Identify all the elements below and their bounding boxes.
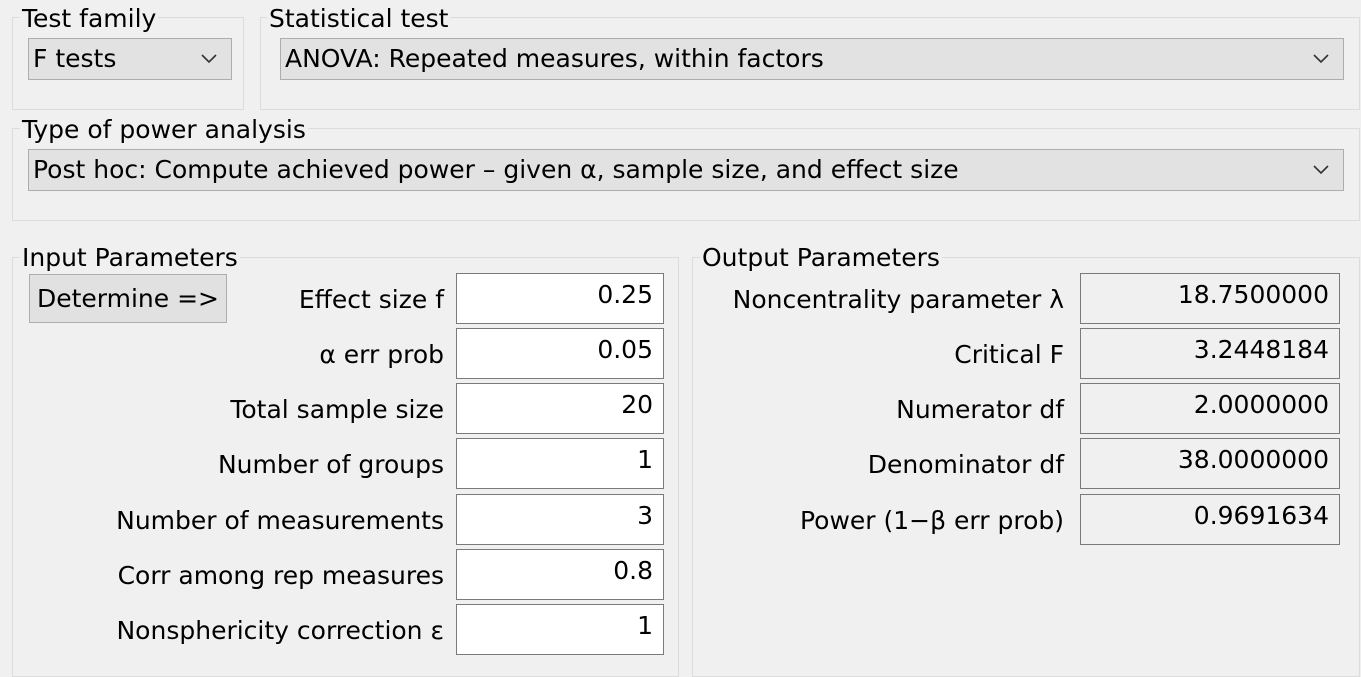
power-analysis-label: Type of power analysis (20, 115, 308, 145)
nonsphericity-correction-label: Nonsphericity correction ε (116, 616, 444, 645)
numerator-df-label: Numerator df (896, 395, 1064, 424)
corr-rep-measures-label: Corr among rep measures (117, 561, 444, 590)
power-value: 0.9691634 (1080, 494, 1340, 545)
test-family-label: Test family (20, 4, 159, 34)
power-analysis-value: Post hoc: Compute achieved power – given… (33, 155, 959, 184)
alpha-err-prob-input[interactable]: 0.05 (456, 328, 664, 379)
statistical-test-group (260, 17, 1360, 110)
corr-rep-measures-input[interactable]: 0.8 (456, 549, 664, 600)
noncentrality-parameter-label: Noncentrality parameter λ (732, 285, 1064, 314)
nonsphericity-correction-input[interactable]: 1 (456, 604, 664, 655)
determine-button[interactable]: Determine => (29, 274, 227, 323)
critical-f-value: 3.2448184 (1080, 328, 1340, 379)
total-sample-size-label: Total sample size (230, 395, 444, 424)
number-of-groups-input[interactable]: 1 (456, 438, 664, 489)
alpha-err-prob-label: α err prob (319, 340, 444, 369)
input-parameters-label: Input Parameters (20, 243, 240, 273)
chevron-down-icon (1313, 54, 1329, 64)
effect-size-input[interactable]: 0.25 (456, 273, 664, 324)
power-analysis-select[interactable]: Post hoc: Compute achieved power – given… (28, 149, 1344, 191)
test-family-select[interactable]: F tests (28, 38, 232, 80)
chevron-down-icon (201, 54, 217, 64)
total-sample-size-input[interactable]: 20 (456, 383, 664, 434)
power-label: Power (1−β err prob) (799, 506, 1064, 535)
chevron-down-icon (1313, 165, 1329, 175)
number-of-measurements-input[interactable]: 3 (456, 494, 664, 545)
output-parameters-label: Output Parameters (700, 243, 942, 273)
noncentrality-parameter-value: 18.7500000 (1080, 273, 1340, 324)
number-of-measurements-label: Number of measurements (116, 506, 444, 535)
critical-f-label: Critical F (954, 340, 1064, 369)
denominator-df-label: Denominator df (867, 450, 1064, 479)
number-of-groups-label: Number of groups (217, 450, 444, 479)
statistical-test-value: ANOVA: Repeated measures, within factors (285, 44, 824, 73)
numerator-df-value: 2.0000000 (1080, 383, 1340, 434)
power-analysis-group (12, 128, 1360, 221)
test-family-value: F tests (33, 44, 117, 73)
statistical-test-select[interactable]: ANOVA: Repeated measures, within factors (280, 38, 1344, 80)
denominator-df-value: 38.0000000 (1080, 438, 1340, 489)
statistical-test-label: Statistical test (267, 4, 451, 34)
effect-size-label: Effect size f (298, 285, 444, 314)
